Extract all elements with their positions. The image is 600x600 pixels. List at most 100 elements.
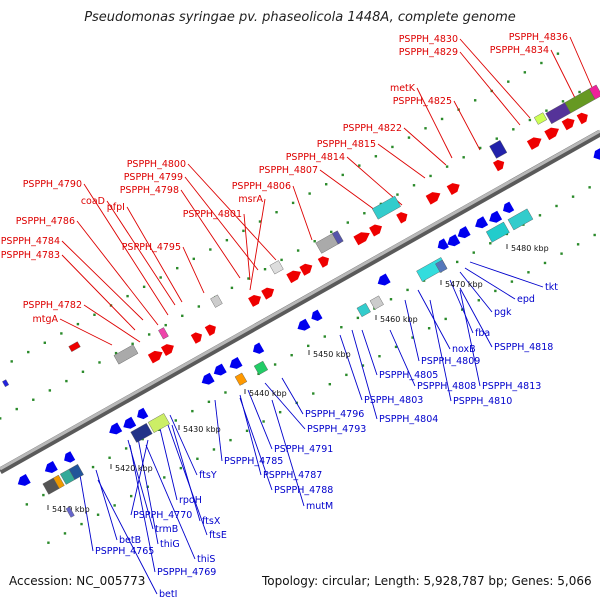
reverse-gene-arrow[interactable]: [44, 461, 58, 473]
gene-label[interactable]: thiS: [197, 554, 215, 565]
forward-gene-arrow[interactable]: [204, 324, 216, 337]
gene-label[interactable]: PSPPH_4784: [1, 236, 60, 247]
gene-label[interactable]: PSPPH_4809: [421, 356, 480, 367]
feature-block[interactable]: [588, 84, 600, 100]
gene-label[interactable]: PSPPH_4825: [393, 96, 452, 107]
gene-label[interactable]: PSPPH_4801: [183, 209, 242, 220]
gene-label[interactable]: PSPPH_4805: [379, 370, 438, 381]
gene-label[interactable]: msrA: [238, 194, 263, 205]
gene-label[interactable]: PSPPH_4796: [305, 409, 364, 420]
gene-label[interactable]: PSPPH_4808: [417, 381, 476, 392]
reverse-gene-arrow[interactable]: [253, 342, 265, 354]
feature-block[interactable]: [507, 208, 534, 231]
gene-label[interactable]: PSPPH_4815: [317, 139, 376, 150]
forward-gene-arrow[interactable]: [299, 263, 313, 276]
gene-label[interactable]: noxB: [452, 344, 476, 355]
gene-label[interactable]: PSPPH_4822: [343, 123, 402, 134]
forward-gene-arrow[interactable]: [396, 212, 408, 224]
feature-block[interactable]: [435, 259, 448, 273]
gene-label[interactable]: PSPPH_4793: [307, 424, 366, 435]
forward-gene-arrow[interactable]: [526, 137, 542, 150]
gene-label[interactable]: PSPPH_4782: [23, 300, 82, 311]
feature-block[interactable]: [371, 195, 401, 220]
feature-block[interactable]: [210, 294, 223, 308]
forward-gene-arrow[interactable]: [369, 224, 382, 237]
gene-label[interactable]: epd: [517, 294, 535, 305]
gene-label[interactable]: PSPPH_4770: [133, 510, 192, 521]
reverse-gene-arrow[interactable]: [229, 357, 243, 369]
feature-block[interactable]: [369, 295, 384, 310]
gene-label[interactable]: PSPPH_4783: [1, 250, 60, 261]
gene-label[interactable]: metK: [390, 83, 416, 94]
forward-gene-arrow[interactable]: [317, 256, 329, 268]
gene-label[interactable]: PSPPH_4787: [263, 470, 322, 481]
feature-block[interactable]: [68, 464, 84, 480]
gene-label[interactable]: PSPPH_4800: [127, 159, 186, 170]
feature-block[interactable]: [130, 423, 153, 443]
reverse-gene-arrow[interactable]: [437, 238, 449, 250]
gene-label[interactable]: PSPPH_4785: [224, 456, 283, 467]
forward-gene-arrow[interactable]: [561, 118, 575, 131]
feature-block[interactable]: [533, 112, 548, 125]
feature-block[interactable]: [269, 260, 284, 275]
gene-label[interactable]: PSPPH_4798: [120, 185, 179, 196]
gene-label[interactable]: PSPPH_4799: [124, 172, 183, 183]
forward-gene-arrow[interactable]: [493, 159, 505, 172]
gene-label[interactable]: PSPPH_4810: [453, 396, 512, 407]
forward-gene-arrow[interactable]: [353, 232, 370, 246]
gene-label[interactable]: PSPPH_4836: [509, 32, 568, 43]
gene-label[interactable]: PSPPH_4834: [490, 45, 549, 56]
feature-block[interactable]: [158, 327, 169, 340]
gene-label[interactable]: tkt: [545, 282, 558, 293]
gene-label[interactable]: betI: [159, 589, 177, 600]
reverse-gene-arrow[interactable]: [17, 474, 31, 486]
feature-block[interactable]: [147, 413, 170, 433]
feature-block[interactable]: [331, 230, 344, 245]
gene-label[interactable]: PSPPH_4790: [23, 179, 82, 190]
gene-label[interactable]: PSPPH_4795: [122, 242, 181, 253]
feature-block[interactable]: [2, 379, 10, 388]
reverse-gene-arrow[interactable]: [503, 201, 515, 213]
gene-label[interactable]: trmB: [155, 524, 178, 535]
gene-label[interactable]: PSPPH_4814: [286, 152, 345, 163]
reverse-gene-arrow[interactable]: [201, 372, 215, 385]
reverse-gene-arrow[interactable]: [457, 226, 471, 239]
forward-gene-arrow[interactable]: [286, 270, 301, 284]
gene-label[interactable]: pfpI: [107, 202, 125, 213]
reverse-gene-arrow[interactable]: [213, 363, 227, 376]
feature-block[interactable]: [68, 341, 81, 352]
forward-gene-arrow[interactable]: [446, 183, 460, 195]
forward-gene-arrow[interactable]: [248, 295, 261, 307]
gene-label[interactable]: PSPPH_4806: [232, 181, 291, 192]
gene-label[interactable]: mtgA: [32, 314, 58, 325]
gene-label[interactable]: thiG: [160, 539, 180, 550]
gene-label[interactable]: rpoH: [179, 495, 202, 506]
reverse-gene-arrow[interactable]: [137, 407, 149, 420]
forward-gene-arrow[interactable]: [161, 344, 174, 356]
gene-label[interactable]: PSPPH_4769: [157, 567, 216, 578]
gene-label[interactable]: PSPPH_4765: [95, 546, 154, 557]
reverse-gene-arrow[interactable]: [593, 148, 600, 160]
gene-label[interactable]: fba: [475, 328, 490, 339]
gene-label[interactable]: PSPPH_4788: [274, 485, 333, 496]
gene-label[interactable]: ftsX: [202, 516, 221, 527]
reverse-gene-arrow[interactable]: [475, 216, 489, 229]
forward-gene-arrow[interactable]: [544, 127, 559, 141]
feature-block[interactable]: [485, 221, 510, 243]
gene-label[interactable]: PSPPH_4818: [494, 342, 553, 353]
gene-label[interactable]: PSPPH_4786: [16, 216, 75, 227]
reverse-gene-arrow[interactable]: [64, 451, 76, 463]
gene-label[interactable]: PSPPH_4813: [482, 381, 541, 392]
gene-label[interactable]: betB: [119, 535, 141, 546]
gene-label[interactable]: PSPPH_4804: [379, 414, 438, 425]
forward-gene-arrow[interactable]: [425, 192, 441, 205]
reverse-gene-arrow[interactable]: [377, 273, 391, 286]
gene-label[interactable]: PSPPH_4803: [364, 395, 423, 406]
feature-block[interactable]: [113, 344, 139, 365]
gene-label[interactable]: PSPPH_4830: [399, 34, 458, 45]
reverse-gene-arrow[interactable]: [123, 416, 137, 429]
gene-label[interactable]: mutM: [306, 501, 333, 512]
reverse-gene-arrow[interactable]: [109, 422, 123, 435]
gene-label[interactable]: PSPPH_4791: [274, 444, 333, 455]
reverse-gene-arrow[interactable]: [311, 309, 323, 321]
